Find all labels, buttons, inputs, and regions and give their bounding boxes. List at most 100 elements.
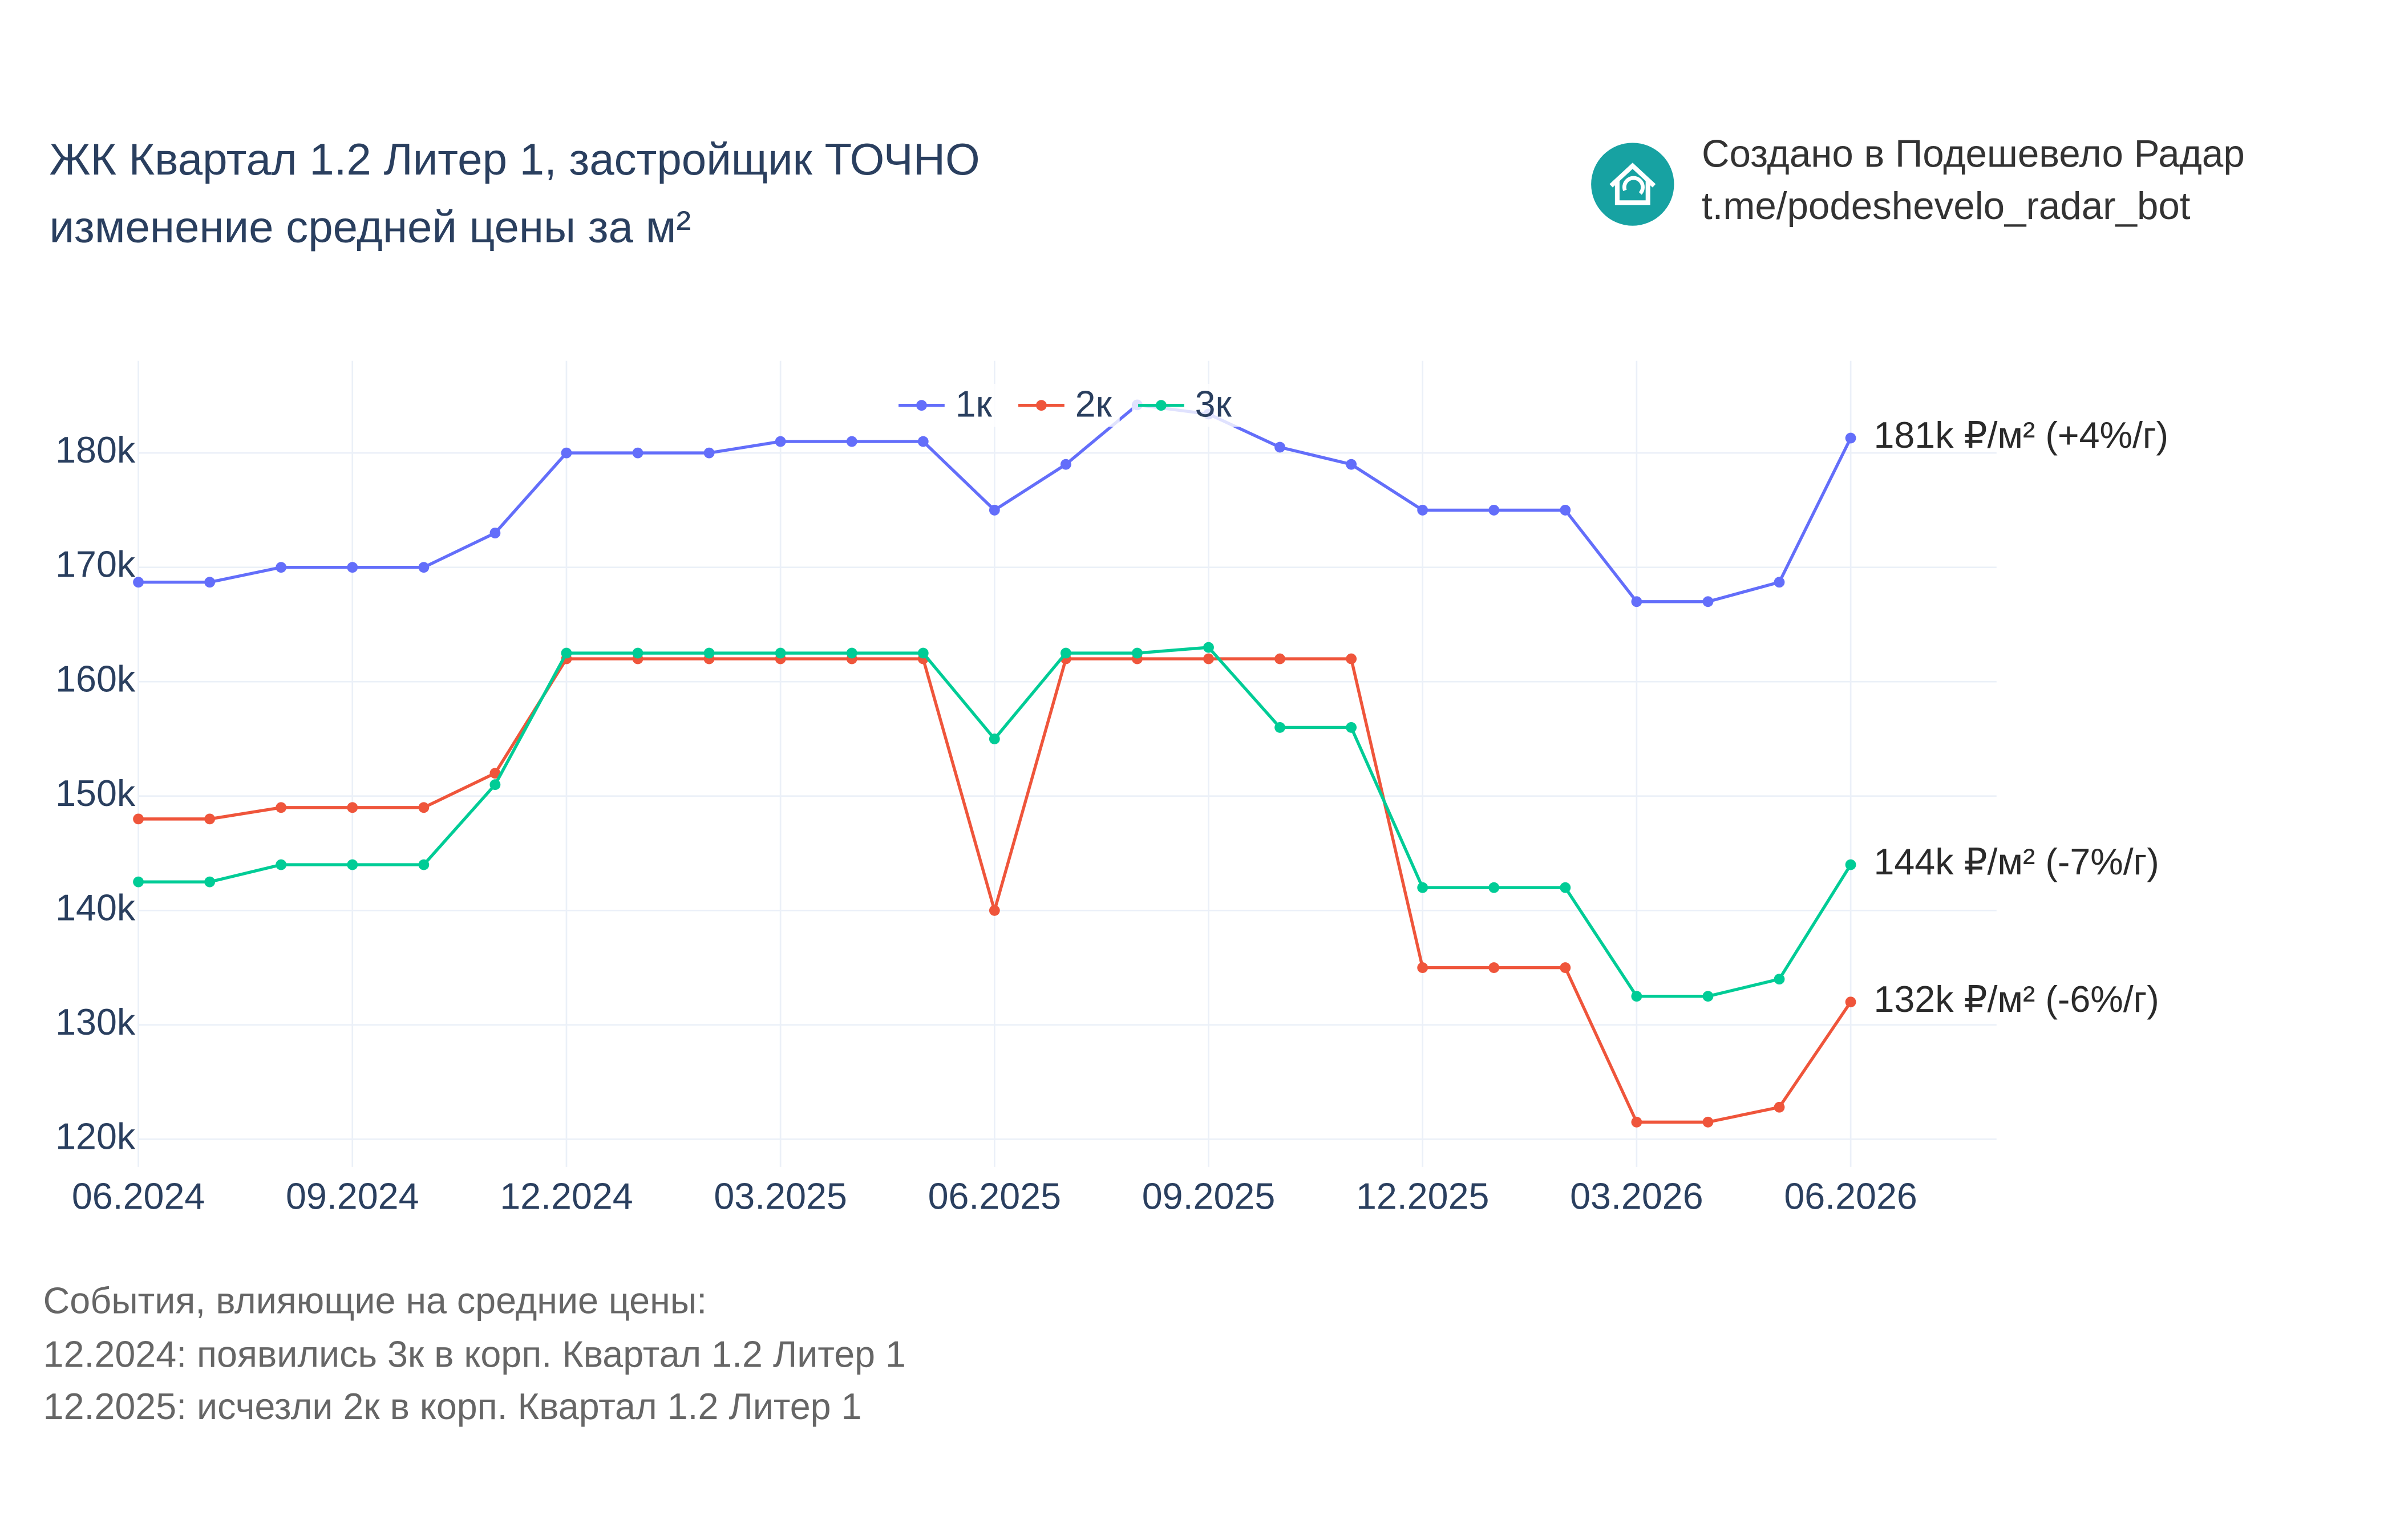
marker bbox=[1702, 991, 1714, 1002]
x-tick-label: 03.2025 bbox=[714, 1176, 847, 1217]
marker bbox=[632, 447, 643, 459]
branding: Создано в Подешевело Радар bbox=[1702, 132, 2245, 175]
note: 12.2024: появились 3к в корп. Квартал 1.… bbox=[43, 1334, 906, 1375]
legend-marker bbox=[1155, 400, 1167, 411]
legend: 1к 2к 3к bbox=[892, 383, 1240, 427]
marker bbox=[1274, 653, 1285, 664]
marker bbox=[133, 577, 144, 588]
marker bbox=[989, 905, 1000, 916]
marker bbox=[489, 779, 501, 791]
marker bbox=[276, 859, 287, 870]
marker bbox=[1702, 596, 1714, 607]
marker bbox=[917, 436, 929, 447]
y-tick-label: 130k bbox=[55, 1002, 136, 1043]
marker bbox=[775, 436, 786, 447]
marker bbox=[1560, 504, 1571, 516]
marker bbox=[1845, 859, 1856, 870]
marker bbox=[133, 876, 144, 887]
note: События, влияющие на средние цены: bbox=[43, 1280, 707, 1322]
marker bbox=[418, 802, 430, 813]
marker bbox=[489, 768, 501, 779]
marker bbox=[204, 813, 216, 825]
end-label: 144k ₽/м² (-7%/г) bbox=[1873, 841, 2159, 882]
marker bbox=[1488, 504, 1500, 516]
x-tick-label: 03.2026 bbox=[1570, 1176, 1703, 1217]
marker bbox=[1631, 596, 1642, 607]
logo bbox=[1591, 143, 1674, 226]
marker bbox=[561, 647, 572, 659]
legend-label: 3к bbox=[1195, 383, 1232, 424]
marker bbox=[703, 647, 715, 659]
marker bbox=[1203, 653, 1214, 664]
marker bbox=[1060, 647, 1071, 659]
marker bbox=[204, 876, 216, 887]
y-tick-label: 170k bbox=[55, 544, 136, 585]
marker bbox=[989, 504, 1000, 516]
marker bbox=[1488, 962, 1500, 974]
x-tick-label: 06.2025 bbox=[928, 1176, 1061, 1217]
marker bbox=[1845, 996, 1856, 1008]
marker bbox=[1060, 459, 1071, 470]
marker bbox=[1346, 653, 1357, 664]
marker bbox=[703, 447, 715, 459]
branding: t.me/podeshevelo_radar_bot bbox=[1702, 185, 2191, 228]
marker bbox=[1132, 647, 1143, 659]
marker bbox=[1203, 642, 1214, 653]
marker bbox=[1845, 432, 1856, 444]
marker bbox=[846, 647, 857, 659]
marker bbox=[276, 562, 287, 573]
end-label: 132k ₽/м² (-6%/г) bbox=[1873, 979, 2159, 1020]
marker bbox=[1346, 722, 1357, 733]
series bbox=[133, 642, 1856, 1002]
legend-marker bbox=[916, 400, 927, 411]
y-tick-label: 150k bbox=[55, 773, 136, 814]
series bbox=[133, 399, 1856, 607]
marker bbox=[1417, 882, 1428, 893]
marker bbox=[133, 813, 144, 825]
marker bbox=[1631, 991, 1642, 1002]
marker bbox=[846, 436, 857, 447]
chart-subtitle: изменение средней цены за м² bbox=[49, 201, 691, 252]
marker bbox=[1560, 962, 1571, 974]
y-tick-label: 140k bbox=[55, 887, 136, 928]
series bbox=[133, 653, 1856, 1128]
marker bbox=[204, 577, 216, 588]
marker bbox=[418, 562, 430, 573]
x-tick-label: 12.2024 bbox=[500, 1176, 633, 1217]
marker bbox=[1346, 459, 1357, 470]
marker bbox=[418, 859, 430, 870]
marker bbox=[561, 447, 572, 459]
marker bbox=[917, 647, 929, 659]
marker bbox=[489, 528, 501, 538]
legend-label: 2к bbox=[1075, 383, 1112, 424]
legend-marker bbox=[1036, 400, 1047, 411]
marker bbox=[632, 647, 643, 659]
marker bbox=[1417, 504, 1428, 516]
y-tick-label: 160k bbox=[55, 658, 136, 699]
legend-label: 1к bbox=[956, 383, 993, 424]
x-tick-label: 12.2025 bbox=[1356, 1176, 1490, 1217]
marker bbox=[775, 647, 786, 659]
marker bbox=[347, 859, 358, 870]
marker bbox=[347, 562, 358, 573]
marker bbox=[1774, 1101, 1785, 1113]
marker bbox=[347, 802, 358, 813]
x-tick-label: 06.2024 bbox=[72, 1176, 205, 1217]
marker bbox=[1631, 1116, 1642, 1128]
end-label: 181k ₽/м² (+4%/г) bbox=[1873, 415, 2168, 456]
marker bbox=[1417, 962, 1428, 974]
y-tick-label: 120k bbox=[55, 1116, 136, 1157]
marker bbox=[1274, 722, 1285, 733]
marker bbox=[1702, 1116, 1714, 1128]
x-tick-label: 09.2025 bbox=[1142, 1176, 1276, 1217]
x-tick-label: 09.2024 bbox=[286, 1176, 419, 1217]
marker bbox=[1488, 882, 1500, 893]
marker bbox=[1774, 974, 1785, 985]
chart-title: ЖК Квартал 1.2 Литер 1, застройщик ТОЧНО bbox=[49, 134, 980, 184]
marker bbox=[1560, 882, 1571, 893]
marker bbox=[1274, 441, 1285, 453]
y-tick-label: 180k bbox=[55, 429, 136, 471]
note: 12.2025: исчезли 2к в корп. Квартал 1.2 … bbox=[43, 1386, 862, 1427]
